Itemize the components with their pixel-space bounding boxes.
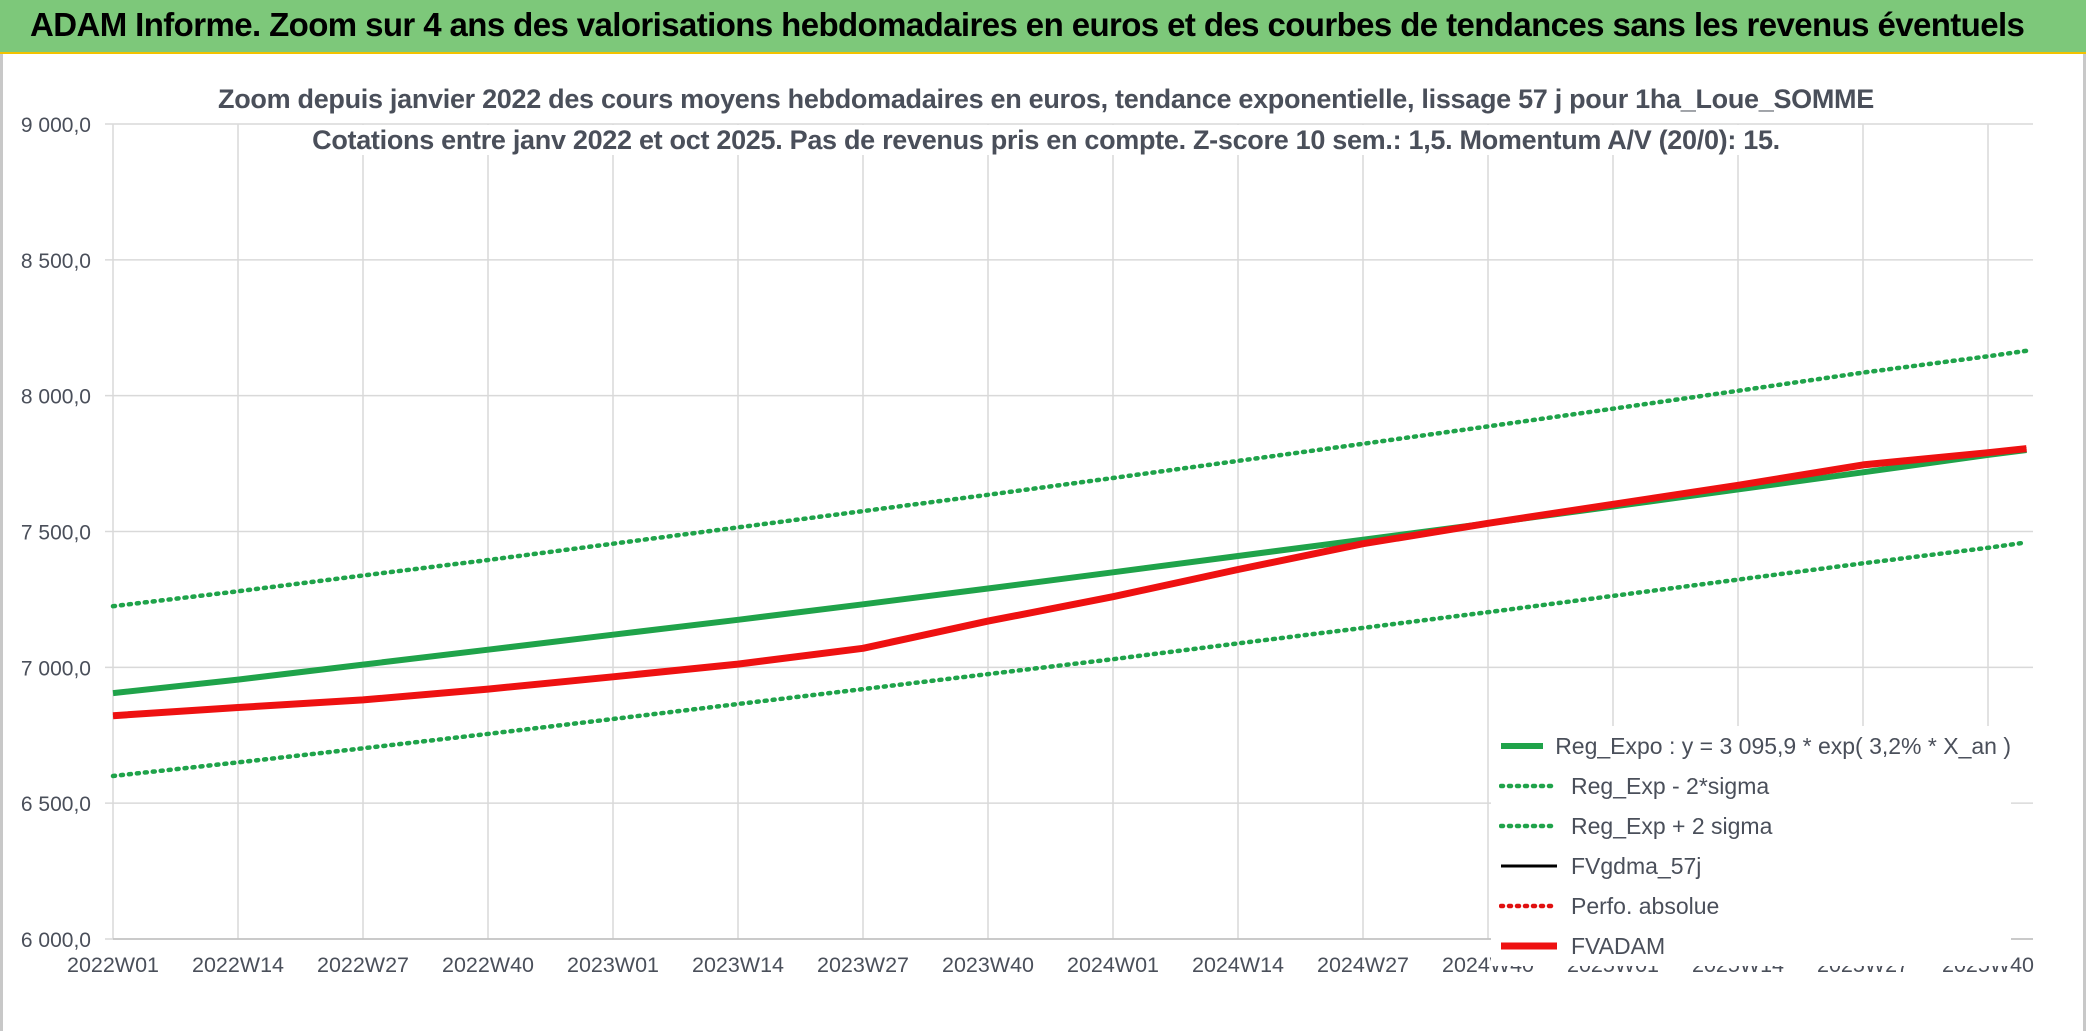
x-tick-label: 2023W01 [567, 954, 659, 977]
x-tick-label: 2022W40 [442, 954, 534, 977]
legend-label: Reg_Expo : y = 3 095,9 * exp( 3,2% * X_a… [1555, 732, 2011, 759]
y-tick-label: 8 500,0 [21, 250, 91, 273]
legend-swatch [1499, 783, 1559, 789]
chart-subtitle-row: Cotations entre janv 2022 et oct 2025. P… [3, 125, 2086, 156]
y-tick-label: 9 000,0 [21, 114, 91, 137]
legend-label: Perfo. absolue [1571, 892, 1720, 919]
report-banner: ADAM Informe. Zoom sur 4 ans des valoris… [0, 0, 2086, 54]
legend-item: FVgdma_57j [1491, 846, 2011, 886]
y-tick-label: 6 500,0 [21, 793, 91, 816]
legend-swatch [1501, 942, 1557, 950]
series-line-5 [112, 445, 2027, 720]
x-tick-label: 2024W27 [1317, 954, 1409, 977]
legend-item: Reg_Exp - 2*sigma [1491, 766, 2011, 806]
x-tick-label: 2022W14 [192, 954, 284, 977]
x-tick-label: 2022W27 [317, 954, 409, 977]
y-tick-label: 8 000,0 [21, 386, 91, 409]
legend-label: FVgdma_57j [1571, 852, 1702, 879]
legend-swatch [1499, 903, 1559, 909]
x-tick-label: 2024W01 [1067, 954, 1159, 977]
y-tick-label: 6 000,0 [21, 929, 91, 952]
x-tick-label: 2023W40 [942, 954, 1034, 977]
legend-item: FVADAM [1491, 926, 2011, 966]
x-tick-label: 2024W14 [1192, 954, 1284, 977]
legend-label: FVADAM [1571, 932, 1666, 959]
series-line-2 [110, 348, 2029, 609]
legend-swatch [1501, 864, 1557, 868]
y-tick-label: 7 500,0 [21, 522, 91, 545]
legend-label: Reg_Exp + 2 sigma [1571, 812, 1773, 839]
banner-title: ADAM Informe. Zoom sur 4 ans des valoris… [30, 6, 2025, 43]
y-tick-label: 7 000,0 [21, 657, 91, 680]
legend-label: Reg_Exp - 2*sigma [1571, 772, 1770, 799]
chart-legend: Reg_Expo : y = 3 095,9 * exp( 3,2% * X_a… [1491, 726, 2011, 966]
legend-item: Perfo. absolue [1491, 886, 2011, 926]
series-lines [110, 348, 2029, 779]
x-tick-label: 2022W01 [67, 954, 159, 977]
chart-title: Zoom depuis janvier 2022 des cours moyen… [208, 84, 1884, 114]
x-tick-label: 2023W27 [817, 954, 909, 977]
series-line-0 [112, 447, 2027, 697]
x-tick-label: 2023W14 [692, 954, 784, 977]
y-axis: 6 000,0 6 500,0 7 000,0 7 500,0 8 000,0 8 500… [21, 114, 91, 952]
legend-item: Reg_Exp + 2 sigma [1491, 806, 2011, 846]
chart-frame: 6 000,0 6 500,0 7 000,0 7 500,0 8 000,0 8 500… [0, 54, 2086, 1031]
legend-swatch [1499, 823, 1559, 829]
legend-item: Reg_Expo : y = 3 095,9 * exp( 3,2% * X_a… [1491, 726, 2011, 766]
series-line-1 [110, 540, 2029, 779]
legend-swatch [1501, 743, 1544, 749]
chart-subtitle: Cotations entre janv 2022 et oct 2025. P… [302, 125, 1790, 155]
chart-title-row: Zoom depuis janvier 2022 des cours moyen… [3, 84, 2086, 115]
